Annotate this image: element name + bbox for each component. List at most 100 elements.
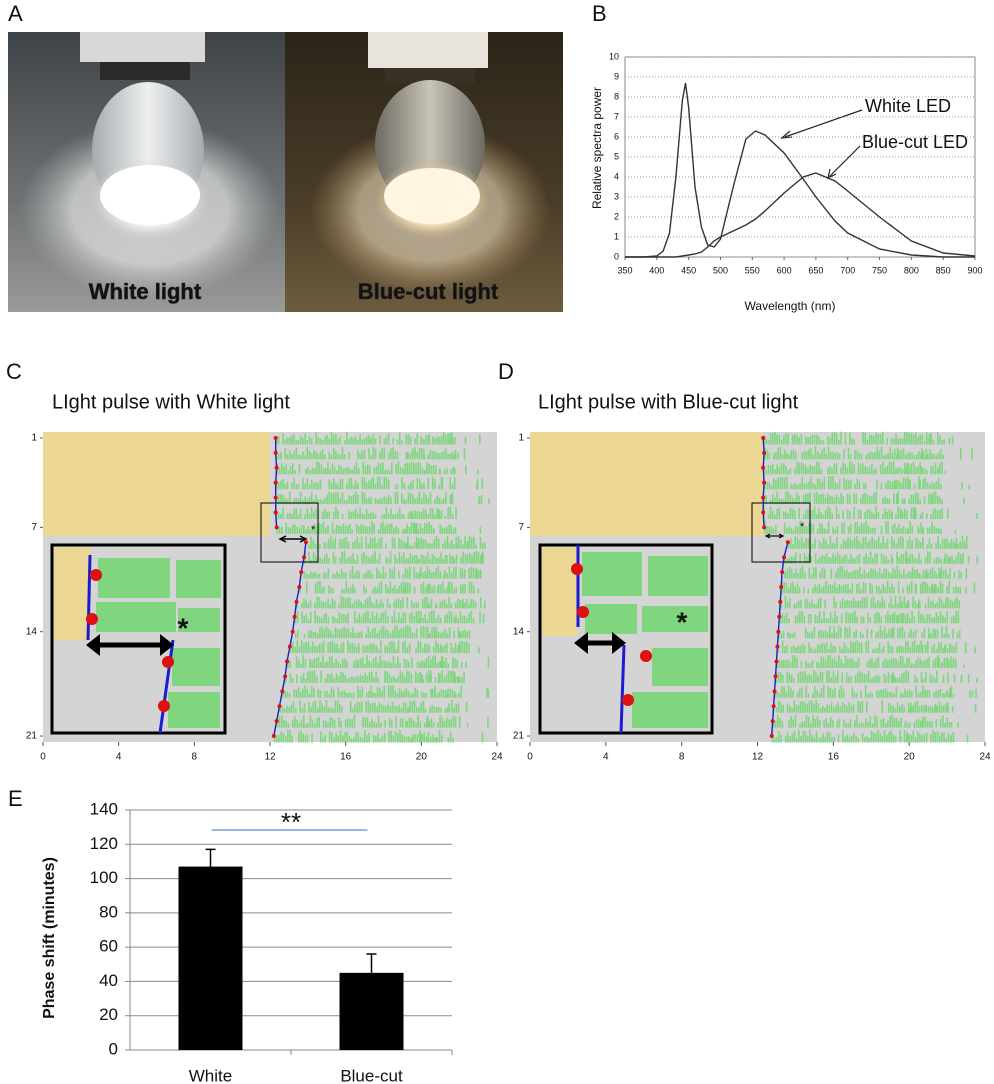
y-tick-label: 5 [614,151,619,161]
onset-dot [283,674,288,679]
x-tick-label: 400 [649,265,664,275]
onset-dot [274,465,279,470]
x-tick-label: Blue-cut [340,1066,403,1084]
activity-trace [275,506,457,519]
activity-trace [303,565,482,579]
activity-trace [289,640,480,654]
activity-trace [778,625,961,639]
activity-trace [276,521,482,534]
x-tick-label: 12 [752,752,764,763]
onset-dot [777,614,782,619]
activity-trace [287,655,490,668]
activity-trace [777,640,976,654]
spectrum-line [625,82,975,258]
activity-trace [779,610,960,624]
x-tick-label: 0 [527,752,533,763]
activity-trace [275,491,490,505]
annotation: * [677,606,688,637]
onset-dot [297,585,302,589]
activity-trace [275,431,481,445]
y-tick-label: 0 [614,251,619,261]
significance-label: ** [281,807,301,837]
onset-dot [299,570,304,575]
panel-letter: A [8,1,23,26]
y-tick-label: 14 [513,626,525,637]
y-tick-label: 2 [614,211,619,221]
onset-dot [761,495,766,500]
chart-title: LIght pulse with Blue-cut light [538,391,799,413]
onset-dot [274,525,279,530]
panel-letter: E [8,786,23,811]
activity-trace [275,476,484,490]
onset-dot [274,719,279,724]
activity-trace [275,446,466,460]
onset-dot [277,704,282,709]
activity-trace [775,670,978,683]
onset-dot [771,704,776,709]
panel-letter: B [592,1,607,26]
onset-dot [779,585,784,589]
y-tick-label: 140 [90,799,118,818]
onset-dot [775,644,780,649]
onset-dot [303,540,308,545]
x-tick-label: 20 [416,752,428,763]
x-tick-label: 450 [681,265,696,275]
activity-trace [771,729,969,743]
onset-dot [292,614,297,619]
x-tick-label: 650 [808,265,823,275]
onset-dot [770,719,775,724]
onset-dot [782,555,787,560]
y-tick-label: 40 [99,971,118,990]
zoom-box [260,502,319,563]
y-tick-label: 120 [90,834,118,853]
x-tick-label: 900 [967,265,982,275]
activity-trace [775,700,977,713]
y-tick-label: 3 [614,191,619,201]
y-tick-label: 80 [99,902,118,921]
activity-trace [774,685,977,698]
x-tick-label: 350 [617,265,632,275]
x-tick-label: 4 [603,752,609,763]
error-bar [366,953,377,973]
x-tick-label: 8 [192,752,198,763]
activity-trace [781,580,976,594]
y-tick-label: 7 [614,111,619,121]
shift-arrow [278,535,308,543]
annotation: * [800,521,805,533]
x-tick-label: 24 [491,752,503,763]
onset-dot [280,689,285,694]
onset-dot [773,674,778,679]
activity-trace [282,685,490,698]
activity-trace [308,535,486,549]
photo-caption: Blue-cut light [358,279,499,304]
x-tick-label: 800 [904,265,919,275]
activity-trace [276,461,479,475]
x-tick-label: 550 [745,265,760,275]
y-tick-label: 0 [109,1039,118,1058]
annotation: * [311,524,316,536]
light-period [530,432,763,536]
activity-trace [285,670,465,683]
onset-dot [294,599,299,604]
photo-caption: White light [89,279,202,304]
activity-trace [776,655,965,668]
onset-dot [761,510,766,515]
inset [538,543,714,735]
x-tick-label: 600 [777,265,792,275]
x-tick-label: 500 [713,265,728,275]
inset [50,543,227,735]
activity-trace [787,535,968,549]
y-tick-label: 21 [26,731,38,742]
onset-dot [761,465,766,470]
onset-dot [780,570,785,575]
x-tick-label: 16 [340,752,352,763]
shift-arrow [764,533,785,539]
onset-dot [285,659,290,664]
y-tick-label: 7 [31,522,37,533]
actogram-layer [763,431,978,743]
panel-letter: D [498,359,514,384]
error-bar [205,848,216,867]
activity-trace [764,520,957,534]
y-axis-label: Relative spectra power [590,87,604,209]
